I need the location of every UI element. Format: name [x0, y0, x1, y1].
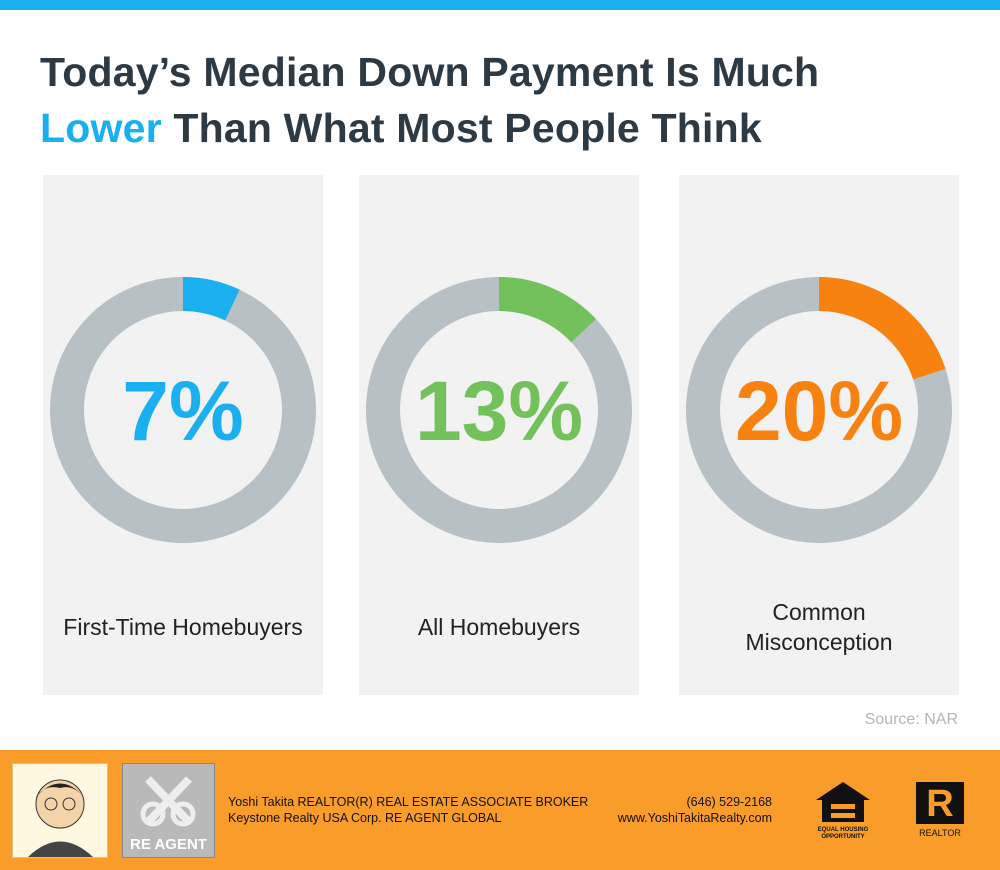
- realtor-logo: R REALTOR: [912, 780, 968, 838]
- donut-charts: 7% 13% 20%: [50, 277, 952, 543]
- title: Today’s Median Down Payment Is Much Lowe…: [40, 44, 819, 156]
- value-label: 20%: [735, 364, 903, 458]
- panel: [43, 175, 323, 695]
- category-label: Common Misconception: [745, 599, 893, 655]
- category-label: All Homebuyers: [417, 614, 581, 640]
- logo-art: [140, 776, 196, 827]
- title-line: Today’s Median Down Payment Is Much: [40, 49, 820, 95]
- donut-arc: [182, 277, 240, 321]
- agent-photo: [12, 763, 108, 858]
- source: Source: NAR: [864, 711, 958, 728]
- realtor-icon: R: [916, 782, 964, 825]
- logo-text: RE AGENT: [130, 836, 207, 853]
- category-label: First-Time Homebuyers: [63, 614, 303, 640]
- re-agent-logo: RE AGENT: [122, 763, 215, 858]
- photo-art: [28, 779, 93, 857]
- donut-arc: [818, 277, 946, 380]
- equal-housing-icon: [816, 782, 870, 822]
- equal-housing-text: EQUAL HOUSING OPPORTUNITY: [817, 827, 869, 840]
- svg-text:R: R: [926, 783, 953, 825]
- title-line: Lower Than What Most People Think: [40, 100, 819, 156]
- phone: (646) 529-2168: [686, 795, 772, 809]
- top-bar: [0, 0, 1000, 10]
- donut-arc: [498, 277, 596, 343]
- category-label-box: Common Misconception: [679, 582, 959, 672]
- title-highlight: Lower: [40, 105, 162, 151]
- equal-housing-logo: EQUAL HOUSING OPPORTUNITY: [812, 780, 874, 841]
- panel: [359, 175, 639, 695]
- value-label: 7%: [122, 364, 243, 458]
- category-label-box: First-Time Homebuyers: [43, 582, 323, 672]
- agent-line: Yoshi Takita REALTOR(R) REAL ESTATE ASSO…: [228, 795, 589, 809]
- realtor-text: REALTOR: [919, 828, 961, 838]
- title-rest: Than What Most People Think: [173, 105, 762, 151]
- footer: RE AGENT Yoshi Takita REALTOR(R) REAL ES…: [0, 750, 1000, 870]
- agent-line: Keystone Realty USA Corp. RE AGENT GLOBA…: [228, 811, 502, 825]
- website: www.YoshiTakitaRealty.com: [617, 811, 772, 825]
- category-label-box: All Homebuyers: [359, 582, 639, 672]
- panel: [679, 175, 959, 695]
- value-label: 13%: [415, 364, 583, 458]
